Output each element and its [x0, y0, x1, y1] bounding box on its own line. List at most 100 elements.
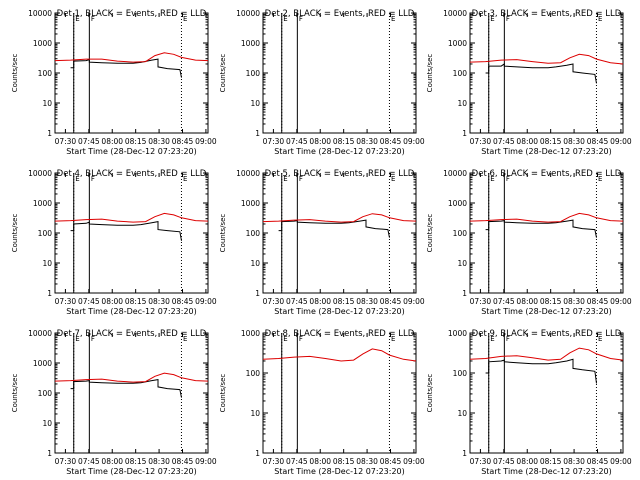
panel-title: Det 4, BLACK = Events, RED = LLD [57, 169, 207, 179]
panel-title: Det 6, BLACK = Events, RED = LLD [472, 169, 622, 179]
series-lld-line [262, 348, 417, 362]
x-tick-label: 09:00 [403, 297, 425, 306]
flag-label: E [183, 335, 187, 343]
series-lld-line [54, 52, 209, 63]
x-tick-label: 09:00 [610, 137, 632, 146]
x-axis-label: Start Time (28-Dec-12 07:23:20) [274, 467, 405, 476]
x-tick-label: 08:15 [333, 137, 355, 146]
y-tick-label: 10 [457, 259, 467, 268]
x-tick-label: 08:45 [380, 457, 402, 466]
flag-label: F [91, 335, 95, 343]
x-tick-label: 07:30 [470, 137, 492, 146]
y-tick-label: 100 [453, 69, 468, 78]
y-axis-label: Counts/sec [11, 374, 19, 413]
title-backdrop [470, 9, 623, 19]
x-tick-label: 08:00 [309, 297, 331, 306]
panel-title: Det 8, BLACK = Events, RED = LLD [265, 329, 415, 339]
y-tick-label: 1 [47, 289, 52, 298]
panel-title: Det 1, BLACK = Events, RED = LLD [57, 9, 207, 19]
panel-title: Det 7, BLACK = Events, RED = LLD [57, 329, 207, 339]
y-tick-label: 1 [47, 449, 52, 458]
x-tick-label: 08:30 [563, 457, 585, 466]
x-axis-label: Start Time (28-Dec-12 07:23:20) [481, 307, 612, 316]
plot-frame [469, 12, 624, 134]
series-lld-line [469, 212, 624, 223]
x-tick-label: 09:00 [195, 457, 217, 466]
y-axis-label: Counts/sec [219, 54, 227, 93]
series-lld-line [54, 212, 209, 223]
flag-label: F [299, 335, 303, 343]
y-tick-label: 100 [38, 69, 53, 78]
x-tick-label: 07:45 [78, 137, 100, 146]
flag-label: F [91, 175, 95, 183]
y-tick-label: 100 [246, 229, 261, 238]
x-tick-label: 07:45 [78, 457, 100, 466]
y-tick-label: 10000 [443, 9, 467, 18]
y-tick-label: 1 [255, 129, 260, 138]
y-tick-label: 10 [250, 409, 260, 418]
y-tick-label: 100 [453, 369, 468, 378]
y-tick-label: 1000 [241, 39, 260, 48]
x-tick-label: 08:30 [356, 297, 378, 306]
panel-title: Det 3, BLACK = Events, RED = LLD [472, 9, 622, 19]
y-tick-label: 1000 [241, 199, 260, 208]
y-tick-label: 10000 [28, 329, 52, 338]
x-tick-label: 08:30 [356, 457, 378, 466]
x-tick-label: 09:00 [403, 137, 425, 146]
panel-det-6: Det 6, BLACK = Events, RED = LLD 07:30 07:… [426, 169, 632, 316]
plot-frame [469, 332, 624, 454]
panel-det-8: Det 8, BLACK = Events, RED = LLD 07:30 07:… [219, 329, 425, 476]
flag-label: E [75, 335, 79, 343]
y-axis-label: Counts/sec [426, 214, 434, 253]
y-axis-label: Counts/sec [219, 214, 227, 253]
plot-frame [54, 172, 209, 294]
y-axis-label: Counts/sec [426, 374, 434, 413]
y-tick-label: 100 [38, 229, 53, 238]
y-tick-label: 10000 [28, 9, 52, 18]
plot-frame [262, 172, 417, 294]
y-tick-label: 1000 [448, 39, 467, 48]
flag-label: E [391, 175, 395, 183]
y-axis-label: Counts/sec [219, 374, 227, 413]
panel-det-5: Det 5, BLACK = Events, RED = LLD 07:30 07:… [219, 169, 425, 316]
y-tick-label: 10000 [236, 9, 260, 18]
flag-label: F [299, 175, 303, 183]
y-tick-label: 1000 [33, 39, 52, 48]
y-axis-label: Counts/sec [426, 54, 434, 93]
panel-title: Det 2, BLACK = Events, RED = LLD [265, 9, 415, 19]
y-tick-label: 1000 [33, 359, 52, 368]
x-axis-label: Start Time (28-Dec-12 07:23:20) [66, 307, 197, 316]
x-tick-label: 08:15 [540, 297, 562, 306]
series-lld-line [469, 53, 624, 65]
flag-label: E [283, 15, 287, 23]
series-events-line [485, 219, 597, 238]
title-backdrop [55, 169, 208, 179]
x-tick-label: 07:45 [286, 297, 308, 306]
panel-det-2: Det 2, BLACK = Events, RED = LLD 07:30 07:… [219, 9, 425, 156]
flag-label: F [506, 175, 510, 183]
flag-label: E [598, 335, 602, 343]
plot-frame [54, 332, 209, 454]
flag-label: E [490, 335, 494, 343]
x-tick-label: 09:00 [610, 457, 632, 466]
x-tick-label: 07:30 [263, 457, 285, 466]
x-tick-label: 08:00 [516, 457, 538, 466]
y-axis-label: Counts/sec [11, 214, 19, 253]
plot-frame [469, 172, 624, 294]
flag-label: E [75, 15, 79, 23]
panel-det-1: Det 1, BLACK = Events, RED = LLD 07:30 07:… [11, 9, 217, 156]
y-tick-label: 10000 [443, 169, 467, 178]
x-tick-label: 07:45 [286, 457, 308, 466]
x-tick-label: 08:00 [101, 457, 123, 466]
y-tick-label: 1 [255, 289, 260, 298]
series-events-line [485, 63, 597, 84]
x-axis-label: Start Time (28-Dec-12 07:23:20) [274, 147, 405, 156]
y-tick-label: 10 [250, 99, 260, 108]
series-events-line [70, 221, 182, 241]
flag-label: E [75, 175, 79, 183]
x-tick-label: 07:30 [470, 297, 492, 306]
y-tick-label: 1000 [448, 199, 467, 208]
series-lld-line [262, 213, 417, 223]
flag-label: E [183, 175, 187, 183]
title-backdrop [263, 9, 416, 19]
